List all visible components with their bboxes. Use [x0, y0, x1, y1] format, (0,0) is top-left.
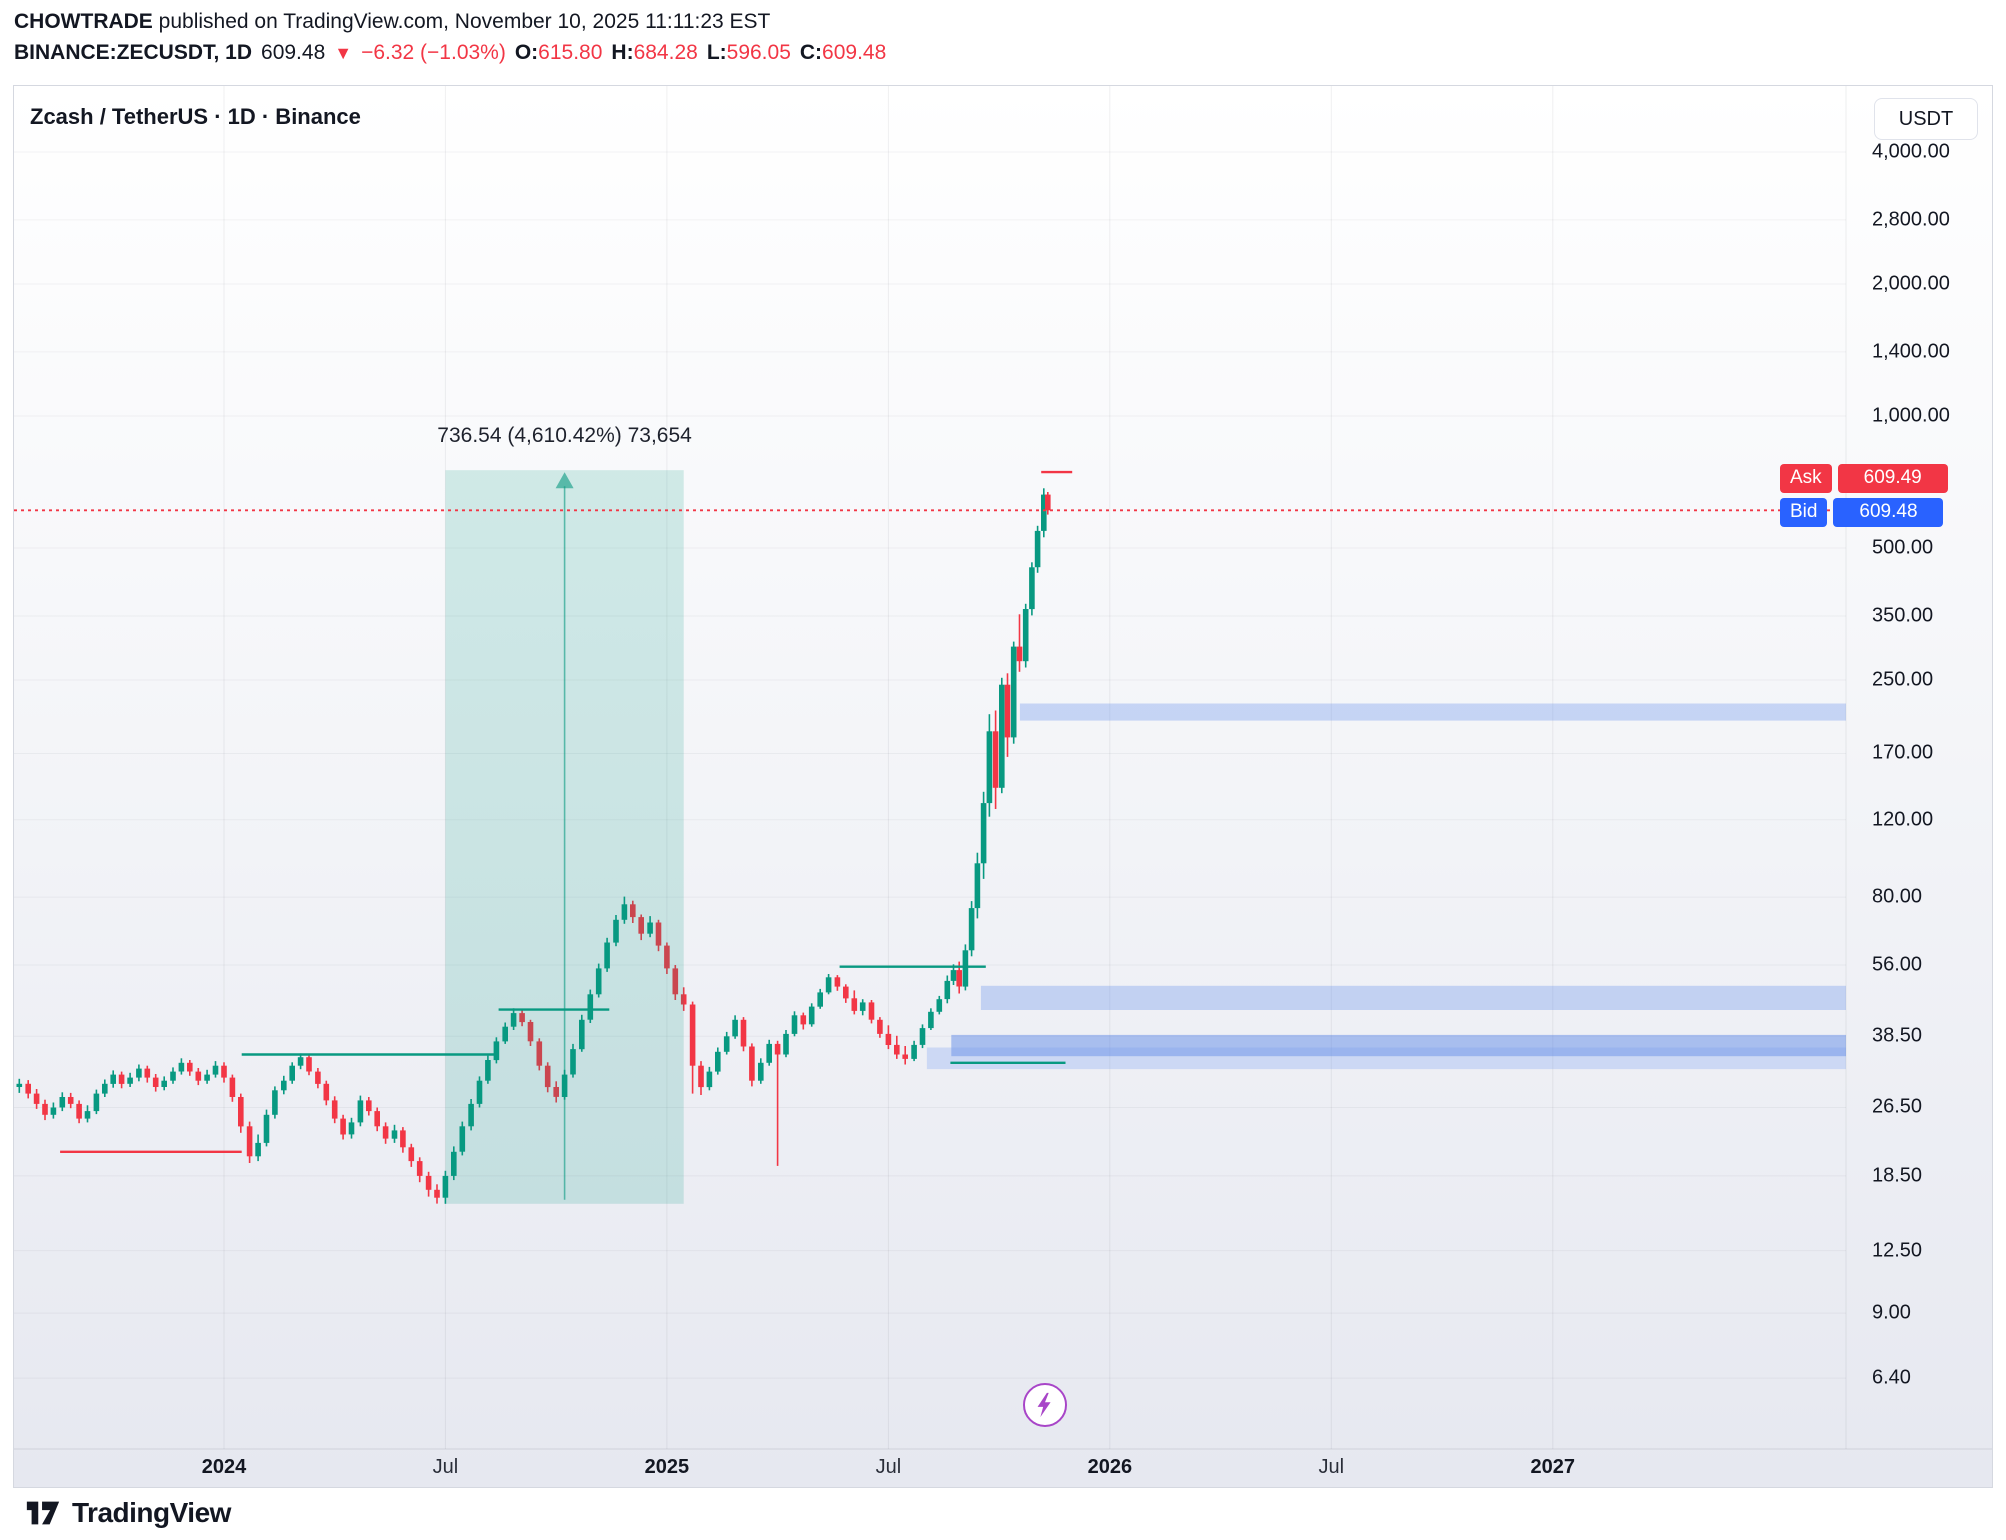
price-tick-label: 12.50 — [1872, 1239, 1923, 1262]
price-tick-label: 1,000.00 — [1872, 404, 1950, 427]
time-tick-label: 2024 — [201, 1456, 247, 1478]
close-label: C: — [799, 41, 823, 64]
high-value: 684.28 — [633, 41, 698, 64]
symbol-ohlc-line: BINANCE:ZECUSDT, 1D 609.48 ▼ −6.32 (−1.0… — [14, 39, 886, 67]
price-change: −6.32 (−1.03%) — [361, 41, 506, 64]
close-value: 609.48 — [822, 41, 887, 64]
tradingview-logo-icon — [26, 1501, 60, 1525]
time-tick-label: 2026 — [1087, 1456, 1133, 1478]
lightning-icon — [1037, 1392, 1051, 1418]
price-tick-label: 18.50 — [1872, 1164, 1923, 1187]
time-tick-label: Jul — [432, 1456, 459, 1478]
time-tick-label: Jul — [875, 1456, 902, 1478]
chart-widget: Zcash / TetherUS · 1D · Binance USDT 736… — [13, 85, 1993, 1488]
bid-label: Bid — [1780, 497, 1828, 527]
price-tick-label: 170.00 — [1872, 741, 1934, 764]
chart-title: Zcash / TetherUS · 1D · Binance — [30, 104, 361, 129]
price-tick-label: 2,800.00 — [1872, 208, 1950, 231]
price-tick-label: 350.00 — [1872, 604, 1934, 627]
time-tick-label: 2027 — [1530, 1456, 1576, 1478]
measurement-label: 736.54 (4,610.42%) 73,654 — [437, 424, 692, 448]
tradingview-logo-text: TradingView — [72, 1497, 231, 1528]
bid-price-badge: Bid 609.48 — [1780, 497, 1944, 527]
gridlines — [14, 86, 1846, 1449]
price-tick-label: 250.00 — [1872, 668, 1934, 691]
last-price-value: 609.48 — [261, 41, 326, 64]
ask-price-badge: Ask 609.49 — [1780, 463, 1948, 493]
low-label: L: — [706, 41, 727, 64]
price-tick-label: 2,000.00 — [1872, 272, 1950, 295]
close-pair: C: 609.48 — [800, 39, 886, 66]
price-tick-label: 4,000.00 — [1872, 140, 1950, 163]
boost-marker[interactable] — [1023, 1383, 1067, 1427]
level-lines — [60, 470, 1073, 1154]
price-tick-label: 9.00 — [1872, 1301, 1911, 1324]
price-tick-label: 38.50 — [1872, 1024, 1923, 1047]
down-triangle-icon: ▼ — [334, 43, 353, 63]
publish-line: CHOWTRADE published on TradingView.com, … — [14, 8, 886, 35]
time-tick-label: Jul — [1318, 1456, 1345, 1478]
open-pair: O: 615.80 — [515, 39, 603, 66]
bid-value: 609.48 — [1833, 497, 1944, 527]
currency-toggle-button[interactable]: USDT — [1874, 98, 1978, 140]
price-tick-label: 80.00 — [1872, 885, 1923, 908]
author-name: CHOWTRADE — [14, 10, 153, 33]
price-tick-label: 6.40 — [1872, 1366, 1911, 1389]
zones — [926, 703, 1846, 1070]
low-pair: L: 596.05 — [707, 39, 791, 66]
low-value: 596.05 — [726, 41, 791, 64]
candlestick-chart[interactable] — [14, 86, 1992, 1487]
ask-label: Ask — [1780, 463, 1832, 493]
high-label: H: — [611, 41, 634, 64]
open-label: O: — [514, 41, 539, 64]
symbol-name: BINANCE:ZECUSDT, 1D — [14, 41, 253, 64]
price-tick-label: 120.00 — [1872, 808, 1934, 831]
ask-value: 609.49 — [1837, 463, 1948, 493]
publish-info: published on TradingView.com, November 1… — [152, 10, 771, 33]
open-value: 615.80 — [538, 41, 603, 64]
tradingview-attribution[interactable]: TradingView — [24, 1497, 231, 1529]
measurement-box — [445, 470, 684, 1204]
price-tick-label: 1,400.00 — [1872, 340, 1950, 363]
time-tick-label: 2025 — [644, 1456, 690, 1478]
candles — [16, 488, 1051, 1204]
price-tick-label: 26.50 — [1872, 1095, 1923, 1118]
high-pair: H: 684.28 — [611, 39, 697, 66]
publish-header: CHOWTRADE published on TradingView.com, … — [14, 8, 886, 67]
price-tick-label: 500.00 — [1872, 536, 1934, 559]
price-tick-label: 56.00 — [1872, 953, 1923, 976]
